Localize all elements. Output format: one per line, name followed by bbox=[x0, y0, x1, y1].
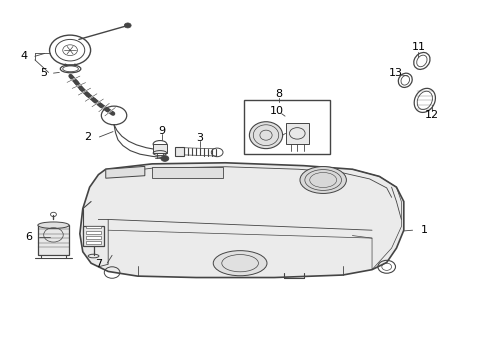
Text: 5: 5 bbox=[40, 68, 47, 78]
Text: 3: 3 bbox=[196, 133, 203, 143]
Ellipse shape bbox=[38, 222, 69, 228]
Bar bbox=[152, 167, 223, 178]
Text: 10: 10 bbox=[270, 106, 284, 116]
Bar bbox=[86, 231, 101, 234]
Text: 6: 6 bbox=[25, 232, 32, 242]
Text: 4: 4 bbox=[21, 51, 28, 61]
Bar bbox=[86, 226, 101, 228]
Text: 1: 1 bbox=[421, 225, 428, 235]
Polygon shape bbox=[106, 166, 145, 178]
Text: 12: 12 bbox=[425, 111, 439, 121]
Bar bbox=[38, 225, 69, 255]
Bar bbox=[153, 144, 167, 153]
Bar bbox=[286, 123, 309, 144]
Text: 2: 2 bbox=[84, 132, 91, 142]
Circle shape bbox=[161, 156, 169, 161]
Ellipse shape bbox=[249, 122, 283, 149]
Ellipse shape bbox=[213, 251, 267, 276]
Bar bbox=[175, 147, 184, 156]
Bar bbox=[83, 226, 104, 246]
Text: 9: 9 bbox=[158, 126, 166, 135]
Bar bbox=[244, 100, 330, 154]
Text: 8: 8 bbox=[276, 89, 283, 99]
Circle shape bbox=[124, 23, 131, 28]
Text: 13: 13 bbox=[389, 68, 402, 78]
Bar bbox=[86, 236, 101, 239]
Bar bbox=[86, 241, 101, 244]
Text: 11: 11 bbox=[412, 42, 425, 52]
Ellipse shape bbox=[300, 167, 346, 193]
Polygon shape bbox=[80, 163, 404, 278]
Circle shape bbox=[155, 148, 162, 153]
Text: 7: 7 bbox=[95, 259, 102, 269]
